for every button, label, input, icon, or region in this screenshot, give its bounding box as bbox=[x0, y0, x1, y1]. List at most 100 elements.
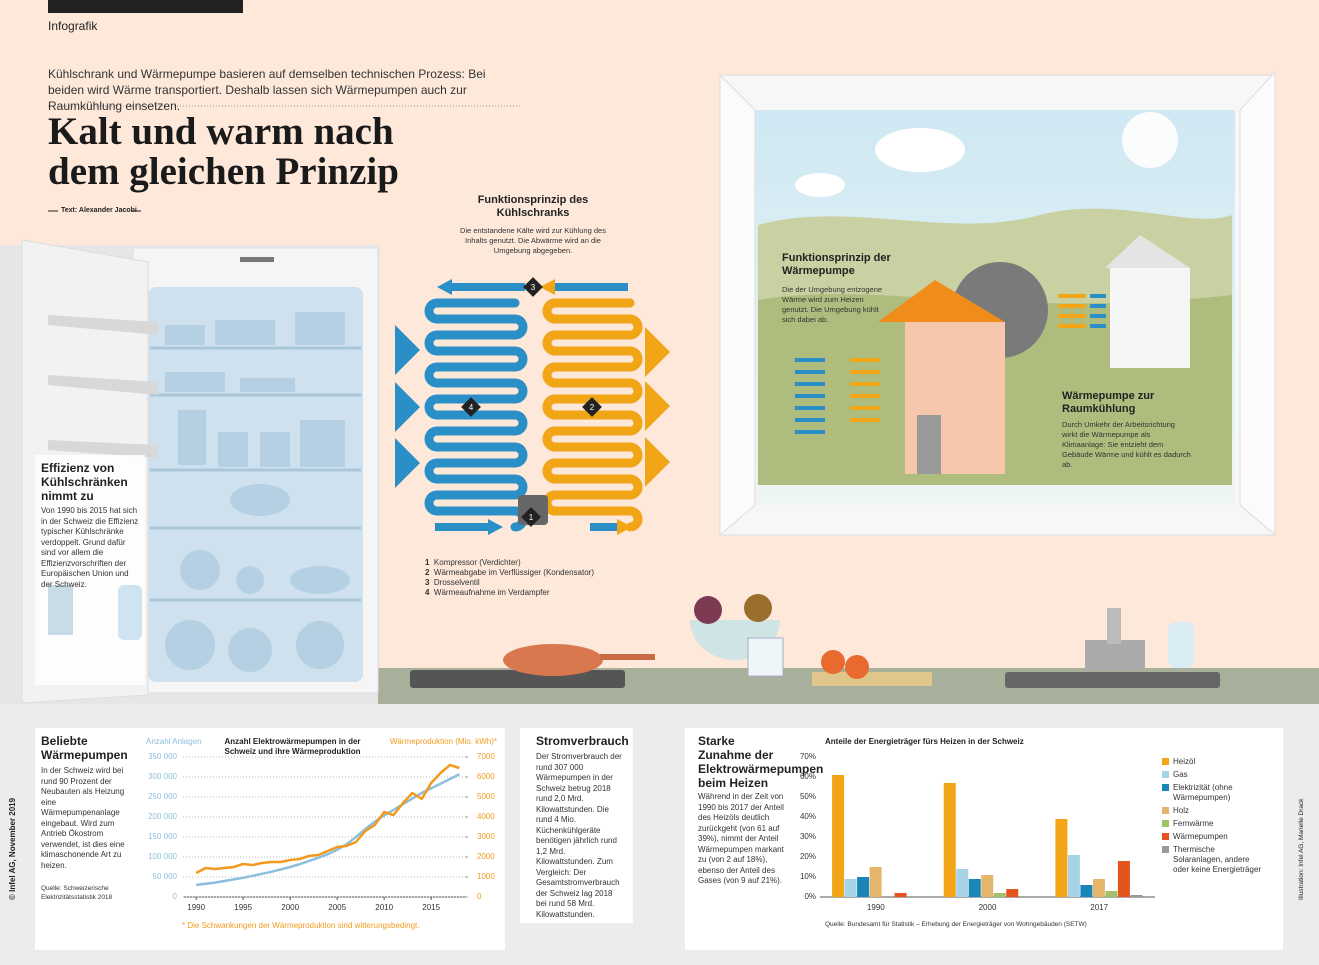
house-roof bbox=[1105, 235, 1190, 268]
step-label: Drosselventil bbox=[433, 578, 480, 587]
fridge-box bbox=[35, 455, 145, 685]
tomato bbox=[845, 655, 869, 679]
step-label: Wärmeabgabe im Verflüssiger (Kondensator… bbox=[433, 568, 594, 577]
y-tick-label: 200 000 bbox=[148, 812, 177, 821]
jug bbox=[747, 637, 784, 677]
legend-item: Wärmepumpen bbox=[1162, 832, 1262, 842]
legend-swatch bbox=[1162, 833, 1169, 840]
heatpump-text: Die der Umgebung entzogene Wärme wird zu… bbox=[782, 285, 883, 324]
step: 2 Wärmeabgabe im Verflüssiger (Kondensat… bbox=[425, 568, 594, 578]
series-label: Anzahl Anlagen bbox=[146, 737, 202, 746]
power-title: Stromverbrauch bbox=[536, 734, 629, 748]
tap bbox=[1085, 640, 1145, 670]
bar bbox=[844, 879, 857, 897]
loop bbox=[424, 298, 528, 532]
legend-label: Wärmepumpen bbox=[1173, 832, 1228, 841]
shelves bbox=[150, 346, 361, 602]
tag: Infografik bbox=[48, 19, 98, 33]
panel bbox=[520, 728, 633, 923]
y-tick-label: 30% bbox=[800, 832, 816, 841]
bar bbox=[1006, 889, 1019, 897]
y-tick-label: 50 000 bbox=[153, 872, 178, 881]
y2-tick-label: 7000 bbox=[477, 752, 495, 761]
bar bbox=[1080, 885, 1093, 897]
x-tick-label: 2000 bbox=[281, 903, 299, 912]
copyright: © Infel AG, November 2019 bbox=[8, 797, 17, 900]
step-num: 4 bbox=[425, 588, 430, 597]
bar-chart-title: Anteile der Energieträger fürs Heizen in… bbox=[825, 737, 1024, 746]
legend-swatch bbox=[1162, 807, 1169, 814]
sink bbox=[1005, 672, 1220, 688]
legend-label: Heizöl bbox=[1173, 757, 1196, 766]
step: 3 Drosselventil bbox=[425, 578, 594, 588]
y-tick-label: 250 000 bbox=[148, 792, 177, 801]
vegetable bbox=[694, 596, 722, 624]
bar bbox=[1130, 895, 1143, 897]
cloud bbox=[875, 128, 965, 172]
bar bbox=[1117, 861, 1130, 897]
legend-swatch bbox=[1162, 771, 1169, 778]
x-tick-label: 1990 bbox=[187, 903, 205, 912]
fridge-text: Von 1990 bis 2015 hat sich in der Schwei… bbox=[41, 506, 139, 589]
step-num: 2 bbox=[425, 568, 430, 577]
intro: Kühlschrank und Wärmepumpe basieren auf … bbox=[48, 67, 486, 113]
legend-swatch bbox=[1162, 846, 1169, 853]
food bbox=[165, 312, 350, 672]
y-tick-label: 20% bbox=[800, 852, 816, 861]
x-tick-label: 1990 bbox=[867, 903, 885, 912]
bar bbox=[981, 875, 994, 897]
x-tick-label: 2015 bbox=[422, 903, 440, 912]
stove bbox=[410, 670, 625, 688]
y2-tick-label: 6000 bbox=[477, 772, 495, 781]
x-tick-label: 2000 bbox=[979, 903, 997, 912]
house-2 bbox=[1110, 268, 1190, 368]
y-tick-label: 10% bbox=[800, 872, 816, 881]
window-sash bbox=[1239, 70, 1276, 537]
bar bbox=[1105, 891, 1118, 897]
bar bbox=[956, 869, 969, 897]
tomato bbox=[821, 650, 845, 674]
x-tick-label: 2005 bbox=[328, 903, 346, 912]
step-marker-label: 1 bbox=[529, 513, 534, 522]
bar bbox=[1067, 855, 1080, 897]
step-marker-label: 4 bbox=[469, 403, 474, 412]
legend-swatch bbox=[1162, 820, 1169, 827]
loop bbox=[542, 298, 643, 532]
popular-text: In der Schweiz wird bei rund 90 Prozent … bbox=[41, 766, 125, 870]
y-tick-label: 60% bbox=[800, 772, 816, 781]
bottle bbox=[1168, 622, 1194, 668]
step: 4 Wärmeaufnahme im Verdampfer bbox=[425, 588, 594, 598]
bar bbox=[968, 879, 981, 897]
increase-text: Während in der Zeit von 1990 bis 2017 de… bbox=[698, 792, 784, 885]
y-tick-label: 100 000 bbox=[148, 852, 177, 861]
y-tick-label: 350 000 bbox=[148, 752, 177, 761]
step: 1 Kompressor (Verdichter) bbox=[425, 558, 594, 568]
y-tick-label: 0 bbox=[173, 892, 178, 901]
y-tick-label: 40% bbox=[800, 812, 816, 821]
pan-handle bbox=[600, 654, 655, 660]
line-series bbox=[196, 773, 460, 887]
principle-text: Die entstandene Kälte wird zur Kühlung d… bbox=[460, 226, 606, 255]
popular-source: Quelle: Schweizerische Elektrizitätsstat… bbox=[41, 885, 113, 901]
bar bbox=[869, 867, 882, 897]
y-tick-label: 150 000 bbox=[148, 832, 177, 841]
refrigerant-loops bbox=[424, 298, 643, 532]
popular-title: Beliebte Wärmepumpen bbox=[41, 734, 128, 762]
bar bbox=[993, 893, 1006, 897]
title: Kalt und warm nach dem gleichen Prinzip bbox=[48, 110, 399, 193]
y-tick-label: 50% bbox=[800, 792, 816, 801]
legend-label: Holz bbox=[1173, 806, 1190, 815]
bar bbox=[1092, 879, 1105, 897]
step-num: 1 bbox=[425, 558, 430, 567]
legend-item: Elektrizität (ohne Wärmepumpen) bbox=[1162, 783, 1262, 803]
panel bbox=[685, 728, 1283, 950]
y-tick-label: 70% bbox=[800, 752, 816, 761]
legend-swatch bbox=[1162, 784, 1169, 791]
series-label: Wärmeproduktion (Mio. kWh)* bbox=[390, 737, 497, 746]
bar-chart-source: Quelle: Bundesamt für Statistik – Erhebu… bbox=[825, 921, 1087, 928]
bar bbox=[1055, 819, 1068, 897]
tap bbox=[1107, 608, 1121, 644]
y2-tick-label: 5000 bbox=[477, 792, 495, 801]
fridge-title: Effizienz von Kühlschränken nimmt zu bbox=[41, 461, 128, 503]
